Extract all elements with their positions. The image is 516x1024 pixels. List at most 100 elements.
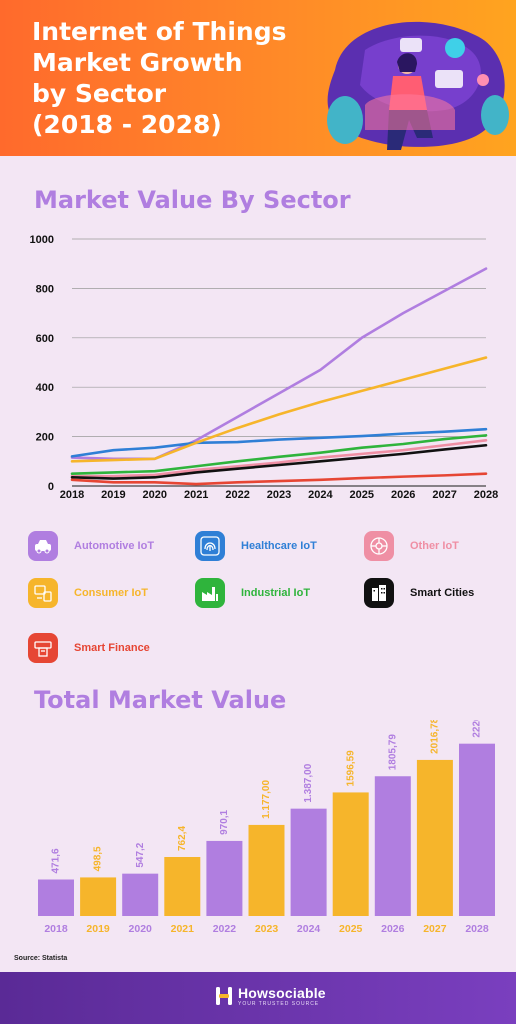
bar-value-label: 547,2 xyxy=(135,842,146,867)
legend-label: Consumer IoT xyxy=(74,587,148,599)
bar-2028 xyxy=(459,743,495,916)
bar-2019 xyxy=(80,877,117,916)
x-tick-label: 2020 xyxy=(143,489,167,501)
line-chart-series xyxy=(70,267,488,486)
series-line-smart-cities xyxy=(70,443,488,480)
x-tick-label: 2024 xyxy=(308,489,333,501)
page-title: Internet of Things Market Growth by Sect… xyxy=(32,16,322,140)
series-line-other-iot xyxy=(70,439,488,478)
series-line-industrial-iot xyxy=(70,434,488,475)
series-line-consumer-iot xyxy=(70,356,488,463)
bar-value-label: 471,6 xyxy=(51,848,62,873)
legend-label: Healthcare IoT xyxy=(241,540,317,552)
x-tick-label: 2023 xyxy=(255,923,279,935)
line-chart-grid xyxy=(72,238,486,487)
bar-value-label: 762,4 xyxy=(177,826,188,851)
legend-item-consumer: Consumer IoT xyxy=(28,578,148,608)
bar-value-label: 1596,59 xyxy=(345,750,356,787)
bar-chart-value-labels: 471,6 498,5 547,2 762,4 970,1 1.177,00 1.387,0… xyxy=(51,720,483,874)
x-tick-label: 2028 xyxy=(465,923,489,935)
x-tick-label: 2019 xyxy=(101,489,125,501)
legend-item-healthcare: Healthcare IoT xyxy=(195,531,317,561)
legend-item-smart-cities: Smart Cities xyxy=(364,578,474,608)
x-tick-label: 2018 xyxy=(44,923,68,935)
x-tick-label: 2025 xyxy=(350,489,374,501)
factory-icon xyxy=(195,578,225,608)
x-tick-label: 2026 xyxy=(391,489,415,501)
series-line-healthcare-iot xyxy=(70,427,488,458)
x-tick-label: 2022 xyxy=(213,923,237,935)
network-icon xyxy=(364,531,394,561)
title-line-3: by Sector xyxy=(32,79,167,108)
bar-value-label: 498,5 xyxy=(93,846,104,871)
legend-item-industrial: Industrial IoT xyxy=(195,578,310,608)
legend-item-other: Other IoT xyxy=(364,531,459,561)
y-tick-label: 0 xyxy=(48,481,54,493)
y-tick-label: 600 xyxy=(36,333,54,345)
building-icon xyxy=(364,578,394,608)
legend-label: Other IoT xyxy=(410,540,459,552)
bar-2020 xyxy=(122,873,159,916)
bar-value-label: 2016,78 xyxy=(430,720,441,754)
bar-chart-bars xyxy=(38,743,495,916)
legend-item-smart-finance: Smart Finance xyxy=(28,633,150,663)
title-line-2: Market Growth xyxy=(32,48,243,77)
bar-2025 xyxy=(332,792,369,916)
x-tick-label: 2023 xyxy=(267,489,291,501)
car-icon xyxy=(28,531,58,561)
series-line-automotive-iot xyxy=(70,267,488,461)
bar-value-label: 2226,58 xyxy=(472,720,483,738)
bar-value-label: 1805,79 xyxy=(387,734,398,771)
bar-2023 xyxy=(248,824,285,916)
series-line-smart-finance xyxy=(70,472,488,486)
fingerprint-icon xyxy=(195,531,225,561)
bar-2026 xyxy=(374,776,411,916)
legend-item-automotive: Automotive IoT xyxy=(28,531,154,561)
x-tick-label: 2024 xyxy=(297,923,321,935)
bar-2024 xyxy=(290,808,327,916)
legend-label: Industrial IoT xyxy=(241,587,311,599)
x-tick-label: 2025 xyxy=(339,923,363,935)
y-tick-label: 800 xyxy=(36,283,54,295)
x-tick-label: 2027 xyxy=(432,489,456,501)
bar-2021 xyxy=(164,856,201,916)
x-tick-label: 2028 xyxy=(474,489,498,501)
line-chart-legend: Automotive IoT Healthcare IoT Other IoT … xyxy=(0,525,516,675)
x-tick-label: 2019 xyxy=(86,923,110,935)
bar-2027 xyxy=(416,759,453,916)
brand-mark-icon xyxy=(216,987,232,1005)
hero-illustration xyxy=(327,21,509,150)
source-note: Source: Statista xyxy=(14,955,68,962)
x-tick-label: 2027 xyxy=(423,923,447,935)
bar-2018 xyxy=(38,879,74,916)
legend-label: Automotive IoT xyxy=(74,540,155,552)
x-tick-label: 2021 xyxy=(184,489,208,501)
legend-label: Smart Finance xyxy=(74,642,150,654)
brand-tagline: YOUR TRUSTED SOURCE xyxy=(238,1000,320,1007)
line-chart-x-ticks: 2018 2019 2020 2021 2022 2023 2024 2025 2026 2027… xyxy=(60,489,498,501)
x-tick-label: 2020 xyxy=(129,923,153,935)
bar-chart-title: Total Market Value xyxy=(34,686,287,714)
bar-chart: 471,6 498,5 547,2 762,4 970,1 1.177,00 1.387,0… xyxy=(38,720,495,935)
legend-label: Smart Cities xyxy=(410,587,475,599)
line-chart-y-ticks: 0 200 400 600 800 1000 xyxy=(30,234,54,493)
title-line-4: (2018 - 2028) xyxy=(32,110,222,139)
x-tick-label: 2022 xyxy=(225,489,249,501)
y-tick-label: 200 xyxy=(36,432,54,444)
x-tick-label: 2018 xyxy=(60,489,84,501)
brand-logo[interactable]: Howsociable YOUR TRUSTED SOURCE xyxy=(214,984,326,1008)
line-chart-title: Market Value By Sector xyxy=(34,186,351,214)
y-tick-label: 400 xyxy=(36,382,54,394)
y-tick-label: 1000 xyxy=(30,234,54,246)
footer-bar: Howsociable YOUR TRUSTED SOURCE xyxy=(0,972,516,1024)
bar-2022 xyxy=(206,840,243,916)
x-tick-label: 2021 xyxy=(171,923,195,935)
x-tick-label: 2026 xyxy=(381,923,405,935)
bar-value-label: 1.177,00 xyxy=(261,780,272,819)
brand-name: Howsociable xyxy=(238,984,326,1001)
bar-value-label: 970,1 xyxy=(219,809,230,834)
bar-chart-x-ticks: 2018 2019 2020 2021 2022 2023 2024 2025 2026 2027… xyxy=(44,923,489,935)
atm-icon xyxy=(28,633,58,663)
title-line-1: Internet of Things xyxy=(32,17,287,46)
